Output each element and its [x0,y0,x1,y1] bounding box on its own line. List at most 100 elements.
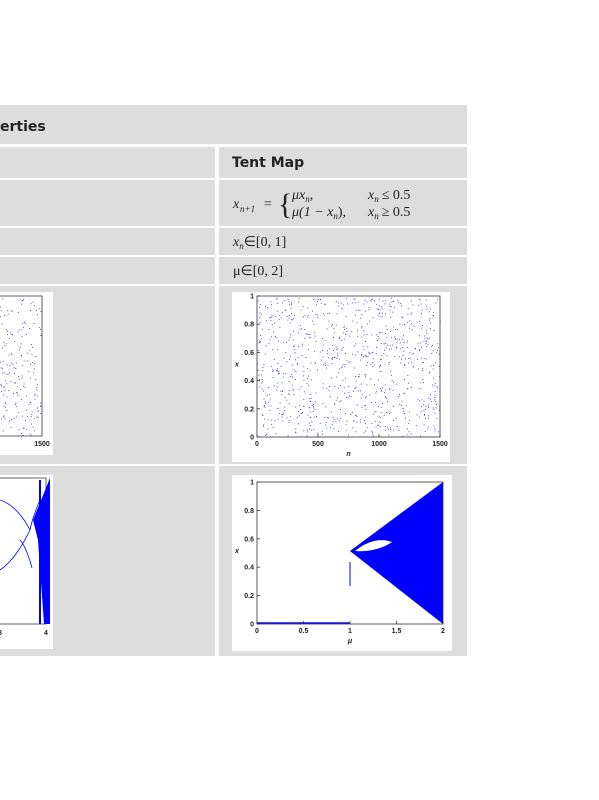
dot [331,363,333,365]
dot [338,387,340,389]
dot [394,355,396,357]
dot [38,326,40,328]
dot [340,302,342,304]
dot [289,337,291,338]
dot [259,386,261,388]
dot [287,319,289,321]
dot [393,420,395,422]
dot [273,323,275,324]
dot [278,319,280,321]
dot [361,327,363,329]
dot [363,303,365,305]
dot [422,362,424,363]
dot [438,353,440,355]
t: n [333,211,338,221]
dot [379,426,381,428]
dot [308,348,310,350]
dot [371,352,373,354]
dot [420,342,422,344]
dot [279,402,281,404]
dot [399,339,401,341]
dot [13,372,15,374]
dot [15,392,17,393]
dot [381,387,383,389]
dot [406,342,408,344]
dot [370,364,372,366]
dot [316,416,318,418]
dot [309,411,311,413]
dot [16,416,18,418]
dot [271,324,273,326]
dot [346,331,348,332]
dot [434,399,436,401]
dot [33,323,35,325]
dot [398,356,400,358]
dot [332,358,334,360]
dot [316,304,317,306]
dot [326,350,328,352]
dot [324,314,325,316]
dot [426,332,428,334]
dot [345,353,347,354]
dot [292,389,294,391]
dot [285,373,287,375]
dot [365,341,366,343]
dot [437,343,439,345]
dot [3,386,5,388]
dot [277,362,279,364]
dot [377,314,379,316]
dot [409,327,411,329]
dot [352,353,354,355]
dot [331,424,333,426]
dot [330,427,331,429]
dot [259,379,261,380]
dot [265,403,267,404]
dot [385,342,387,344]
dot [427,415,429,417]
dot [291,313,292,315]
dot [402,435,404,437]
dot [375,353,377,354]
dot [279,315,281,316]
dot [439,376,440,378]
case-expr: μxn, [291,188,313,204]
t: n [374,211,379,221]
dot [439,409,440,411]
dot [15,382,17,384]
cell [219,180,467,226]
dot [339,400,341,402]
dot [386,412,388,413]
dot [407,313,409,315]
bifurcation-area [33,478,50,624]
dot [426,305,428,307]
dot [20,399,22,401]
dot [385,429,387,431]
dot [346,327,348,329]
dot [269,338,271,340]
dot [409,357,411,359]
dot [33,368,35,370]
dot [359,419,361,421]
dot [420,387,422,389]
dot [320,359,322,361]
dot [259,322,261,324]
dot [294,379,296,380]
dot [338,302,339,304]
plot-bg [232,292,450,462]
dot [22,365,24,367]
dot [424,335,426,337]
cell [219,228,467,255]
dot [307,414,309,416]
dot [271,336,272,338]
dot [375,392,377,394]
dot [293,339,294,341]
dot [304,337,306,339]
dot [342,379,344,381]
dot [5,380,7,382]
dot [286,417,288,419]
dot [282,413,284,415]
dot [403,413,405,414]
dot [405,358,407,360]
dot [259,312,261,314]
dot [427,428,429,430]
